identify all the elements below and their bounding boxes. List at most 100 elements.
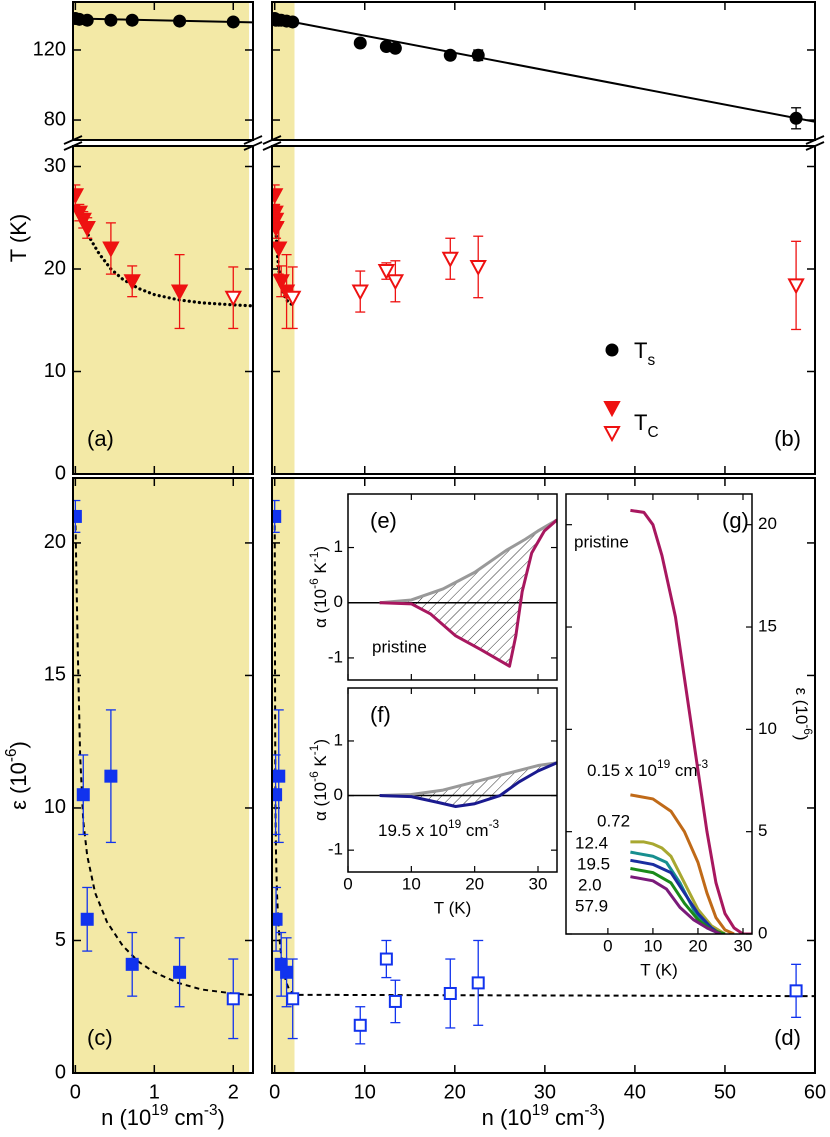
axis-break: [262, 141, 282, 151]
shaded-region: [73, 2, 250, 140]
point: [471, 48, 485, 62]
x-tick-label: 20: [444, 1081, 466, 1103]
text-script: -3: [204, 1102, 218, 1119]
hatched-area: [379, 519, 557, 667]
text-part: K: [311, 755, 330, 772]
curve: [379, 518, 557, 605]
y-axis-label: ε (10-6): [3, 741, 31, 810]
curve-label: 2.0: [578, 875, 602, 894]
fit-line: [274, 17, 815, 123]
panel-label: (d): [774, 1025, 801, 1050]
point: [272, 188, 284, 205]
text-part: α (10: [311, 589, 330, 628]
y-axis-label: ε (10-6): [792, 687, 815, 740]
shaded-region: [73, 146, 250, 474]
curve-label: 19.5: [577, 854, 610, 873]
panel-frame: [72, 1, 254, 141]
point: [226, 992, 240, 1006]
text-script: -6: [307, 771, 321, 782]
x-tick-label: 1: [149, 1081, 160, 1103]
y-tick-label: 15: [44, 664, 66, 686]
x-tick-label: 40: [624, 1081, 646, 1103]
x-tick-label: 50: [714, 1081, 736, 1103]
point: [224, 290, 242, 307]
inset-frame: [565, 493, 753, 935]
point: [73, 509, 82, 523]
point: [226, 15, 240, 29]
text-script: 19: [657, 757, 671, 771]
y-tick-label: 1: [334, 730, 343, 749]
axis-break: [262, 135, 282, 145]
text-part: cm: [461, 821, 488, 840]
curve-label: 57.9: [575, 896, 608, 915]
panel-frame: [271, 145, 816, 475]
text-script: -3: [698, 757, 709, 771]
text-part: 0.15 x 10: [587, 761, 657, 780]
curve-label: 0.15 x 1019 cm-3: [587, 757, 709, 780]
point: [272, 912, 283, 926]
x-tick-label: 10: [643, 936, 662, 955]
text-part: ): [218, 1105, 225, 1130]
curve: [630, 508, 752, 934]
point: [125, 957, 139, 971]
curve: [379, 761, 557, 808]
y-tick-label: 0: [55, 462, 66, 484]
text-part: n (10: [101, 1105, 151, 1130]
point: [272, 769, 286, 783]
point: [102, 241, 120, 258]
point: [272, 241, 288, 258]
axis-break: [805, 141, 825, 151]
x-tick-label: 0: [269, 1081, 280, 1103]
fit-line: [81, 224, 253, 308]
point: [286, 15, 300, 29]
y-tick-label: 0: [334, 785, 343, 804]
text-script: -6: [307, 578, 321, 589]
text-script: -1: [307, 551, 321, 562]
text-part: T: [634, 338, 647, 363]
curve: [630, 793, 735, 934]
plot-area: [272, 11, 815, 130]
y-tick-label: 0: [55, 1061, 66, 1083]
point: [80, 912, 94, 926]
point: [173, 14, 187, 28]
text-script: s: [647, 352, 655, 369]
point: [78, 221, 96, 238]
plot-area: [73, 499, 253, 1040]
point: [104, 13, 118, 27]
text-part: 19.5 x 10: [378, 821, 448, 840]
x-axis-label: n (1019 cm-3): [101, 1102, 225, 1130]
point: [789, 984, 803, 998]
text-part: T: [634, 410, 647, 435]
y-tick-label: 20: [44, 531, 66, 553]
point: [377, 264, 396, 281]
point: [284, 290, 302, 307]
curve: [630, 840, 726, 934]
text-part: cm: [549, 1105, 584, 1130]
point: [441, 251, 459, 268]
text-part: ): [6, 741, 31, 748]
point: [170, 284, 189, 301]
inset-background: [566, 494, 752, 934]
x-tick-label: 60: [804, 1081, 826, 1103]
panel-label: (e): [370, 508, 397, 533]
curve-label: 0.72: [597, 811, 630, 830]
point: [471, 976, 485, 990]
y-tick-label: 0: [334, 592, 343, 611]
legend-label: TC: [634, 410, 659, 441]
point: [125, 13, 139, 27]
x-axis-label: T (K): [434, 898, 471, 917]
text-script: -1: [307, 744, 321, 755]
point: [443, 986, 457, 1000]
y-tick-label: 15: [758, 617, 777, 636]
panel-label: (c): [87, 1025, 113, 1050]
point: [789, 111, 803, 125]
point: [280, 965, 294, 979]
text-script: -6: [3, 748, 20, 762]
point: [379, 952, 393, 966]
point: [173, 965, 187, 979]
text-part: ε (10: [6, 762, 31, 810]
x-tick-label: 20: [688, 936, 707, 955]
y-tick-label: 0: [758, 923, 767, 942]
shaded-region: [73, 478, 250, 1073]
y-tick-label: 20: [758, 514, 777, 533]
